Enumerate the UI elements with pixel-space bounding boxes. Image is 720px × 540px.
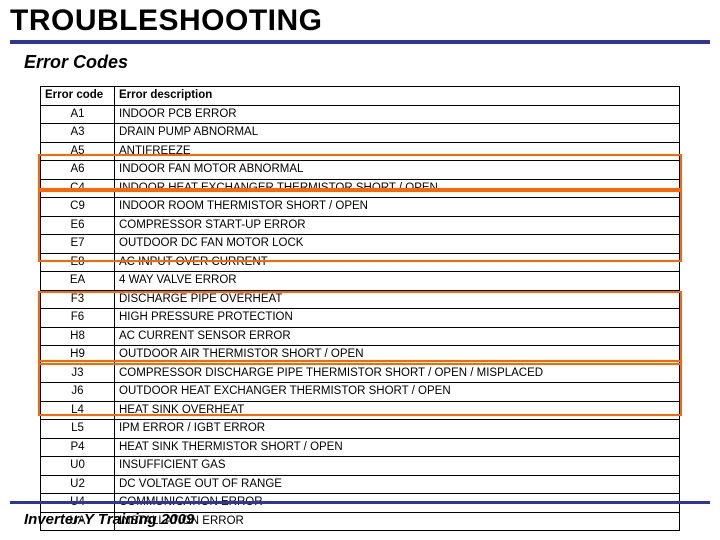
cell-code: J6 (41, 383, 115, 402)
title-divider (10, 40, 710, 44)
cell-desc: HEAT SINK OVERHEAT (115, 401, 680, 420)
cell-code: H9 (41, 346, 115, 365)
table-row: P4HEAT SINK THERMISTOR SHORT / OPEN (41, 438, 680, 457)
cell-code: A6 (41, 161, 115, 180)
cell-desc: COMPRESSOR START-UP ERROR (115, 216, 680, 235)
cell-code: A5 (41, 142, 115, 161)
error-codes-table: Error code Error description A1INDOOR PC… (40, 86, 680, 531)
table-row: A6INDOOR FAN MOTOR ABNORMAL (41, 161, 680, 180)
cell-code: EA (41, 272, 115, 291)
table-row: A5ANTIFREEZE (41, 142, 680, 161)
cell-code: J3 (41, 364, 115, 383)
table-row: C9INDOOR ROOM THERMISTOR SHORT / OPEN (41, 198, 680, 217)
footer-divider (10, 501, 710, 504)
table-row: F3DISCHARGE PIPE OVERHEAT (41, 290, 680, 309)
table-row: EA4 WAY VALVE ERROR (41, 272, 680, 291)
cell-code: E6 (41, 216, 115, 235)
cell-code: L5 (41, 420, 115, 439)
cell-desc: DRAIN PUMP ABNORMAL (115, 124, 680, 143)
cell-desc: AC CURRENT SENSOR ERROR (115, 327, 680, 346)
cell-code: A1 (41, 105, 115, 124)
table-row: H9OUTDOOR AIR THERMISTOR SHORT / OPEN (41, 346, 680, 365)
cell-desc: INDOOR FAN MOTOR ABNORMAL (115, 161, 680, 180)
cell-code: L4 (41, 401, 115, 420)
table-row: F6HIGH PRESSURE PROTECTION (41, 309, 680, 328)
table-row: E8AC INPUT OVER CURRENT (41, 253, 680, 272)
table-row: J3COMPRESSOR DISCHARGE PIPE THERMISTOR S… (41, 364, 680, 383)
cell-desc: HIGH PRESSURE PROTECTION (115, 309, 680, 328)
cell-desc: OUTDOOR AIR THERMISTOR SHORT / OPEN (115, 346, 680, 365)
cell-code: A3 (41, 124, 115, 143)
page-title: TROUBLESHOOTING (0, 0, 720, 40)
table-row: H8AC CURRENT SENSOR ERROR (41, 327, 680, 346)
cell-desc: AC INPUT OVER CURRENT (115, 253, 680, 272)
table-row: U2DC VOLTAGE OUT OF RANGE (41, 475, 680, 494)
cell-desc: INSTALLATION ERROR (115, 512, 680, 531)
cell-desc: INDOOR HEAT EXCHANGER THERMISTOR SHORT /… (115, 179, 680, 198)
table-row: J6OUTDOOR HEAT EXCHANGER THERMISTOR SHOR… (41, 383, 680, 402)
table-row: A1INDOOR PCB ERROR (41, 105, 680, 124)
table-row: L5IPM ERROR / IGBT ERROR (41, 420, 680, 439)
table-row: E7OUTDOOR DC FAN MOTOR LOCK (41, 235, 680, 254)
table-row: U0INSUFFICIENT GAS (41, 457, 680, 476)
cell-code: E8 (41, 253, 115, 272)
cell-code: E7 (41, 235, 115, 254)
table-header-row: Error code Error description (41, 87, 680, 106)
cell-code: F6 (41, 309, 115, 328)
cell-desc: INSUFFICIENT GAS (115, 457, 680, 476)
error-codes-table-wrap: Error code Error description A1INDOOR PC… (40, 86, 680, 531)
footer-text: Inverter-Y Training 2009 (24, 511, 194, 528)
cell-desc: ANTIFREEZE (115, 142, 680, 161)
cell-desc: INDOOR PCB ERROR (115, 105, 680, 124)
slide: TROUBLESHOOTING Error Codes Error code E… (0, 0, 720, 540)
cell-desc: OUTDOOR HEAT EXCHANGER THERMISTOR SHORT … (115, 383, 680, 402)
cell-desc: DC VOLTAGE OUT OF RANGE (115, 475, 680, 494)
table-body: A1INDOOR PCB ERROR A3DRAIN PUMP ABNORMAL… (41, 105, 680, 531)
table-row: E6COMPRESSOR START-UP ERROR (41, 216, 680, 235)
cell-code: U0 (41, 457, 115, 476)
table-row: A3DRAIN PUMP ABNORMAL (41, 124, 680, 143)
cell-desc: HEAT SINK THERMISTOR SHORT / OPEN (115, 438, 680, 457)
cell-desc: DISCHARGE PIPE OVERHEAT (115, 290, 680, 309)
cell-code: H8 (41, 327, 115, 346)
table-row: L4HEAT SINK OVERHEAT (41, 401, 680, 420)
cell-code: F3 (41, 290, 115, 309)
subtitle: Error Codes (0, 50, 720, 79)
table-row: C4INDOOR HEAT EXCHANGER THERMISTOR SHORT… (41, 179, 680, 198)
col-header-code: Error code (41, 87, 115, 106)
cell-code: U2 (41, 475, 115, 494)
cell-code: C9 (41, 198, 115, 217)
col-header-desc: Error description (115, 87, 680, 106)
cell-desc: OUTDOOR DC FAN MOTOR LOCK (115, 235, 680, 254)
cell-desc: IPM ERROR / IGBT ERROR (115, 420, 680, 439)
cell-desc: COMPRESSOR DISCHARGE PIPE THERMISTOR SHO… (115, 364, 680, 383)
cell-desc: INDOOR ROOM THERMISTOR SHORT / OPEN (115, 198, 680, 217)
cell-code: P4 (41, 438, 115, 457)
cell-desc: 4 WAY VALVE ERROR (115, 272, 680, 291)
cell-code: C4 (41, 179, 115, 198)
